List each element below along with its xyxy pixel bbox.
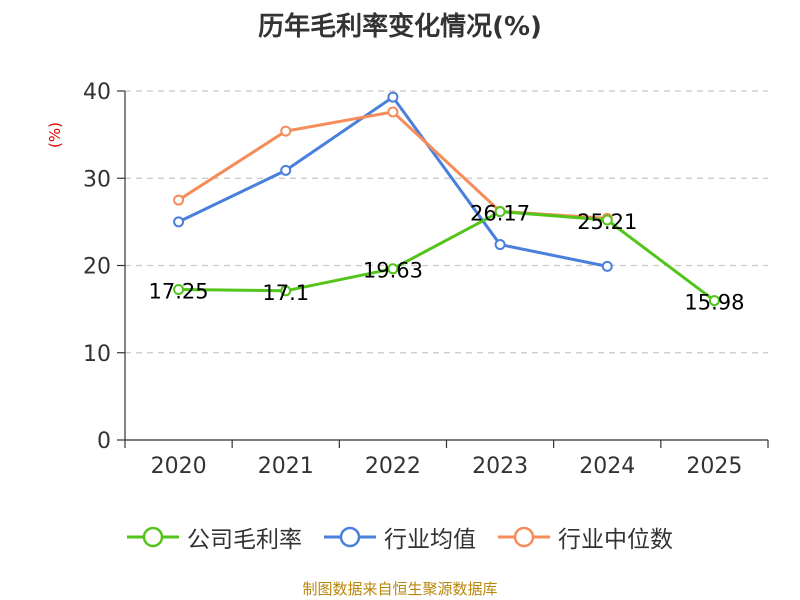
legend-item[interactable]: 行业均值 <box>324 520 476 554</box>
chart-title: 历年毛利率变化情况(%) <box>258 12 542 42</box>
y-tick-label: 20 <box>83 255 111 280</box>
data-label: 17.1 <box>262 281 309 305</box>
series-line-0 <box>178 210 716 302</box>
legend-marker-icon <box>324 526 376 548</box>
y-tick-label: 10 <box>83 342 111 367</box>
data-point-1 <box>280 164 292 176</box>
x-tick-label: 2023 <box>472 454 528 479</box>
data-point-0 <box>173 283 185 295</box>
data-point-0 <box>494 206 506 218</box>
legend-label: 公司毛利率 <box>187 527 302 553</box>
data-point-1 <box>173 216 185 228</box>
data-point-1 <box>601 260 613 272</box>
legend: 公司毛利率 行业均值 行业中位数 <box>0 520 800 554</box>
data-label: 26.17 <box>470 202 530 226</box>
x-tick-label: 2021 <box>258 454 314 479</box>
legend-label: 行业中位数 <box>558 527 673 553</box>
data-point-0 <box>387 263 399 275</box>
x-tick-label: 2025 <box>686 454 742 479</box>
legend-item[interactable]: 行业中位数 <box>498 520 673 554</box>
y-tick-label: 40 <box>83 80 111 105</box>
y-tick-label: 0 <box>97 429 111 454</box>
data-label: 19.63 <box>363 259 423 283</box>
data-point-2 <box>387 106 399 118</box>
series-line-2 <box>177 110 608 220</box>
legend-marker-icon <box>127 526 179 548</box>
legend-label: 行业均值 <box>384 527 476 553</box>
data-point-1 <box>494 239 506 251</box>
source-note: 制图数据来自恒生聚源数据库 <box>302 580 498 598</box>
legend-item[interactable]: 公司毛利率 <box>127 520 302 554</box>
data-point-0 <box>708 295 720 307</box>
data-point-0 <box>280 285 292 297</box>
y-tick-label: 30 <box>83 167 111 192</box>
x-tick-label: 2020 <box>151 454 207 479</box>
series-line-1 <box>177 95 608 268</box>
x-tick-label: 2022 <box>365 454 421 479</box>
data-point-0 <box>601 214 613 226</box>
legend-marker-icon <box>498 526 550 548</box>
data-point-1 <box>387 91 399 103</box>
data-point-2 <box>173 194 185 206</box>
data-label: 17.25 <box>149 279 209 303</box>
data-point-2 <box>280 125 292 137</box>
data-label: 25.21 <box>577 210 637 234</box>
data-label: 15.98 <box>684 291 744 315</box>
x-tick-label: 2024 <box>579 454 635 479</box>
